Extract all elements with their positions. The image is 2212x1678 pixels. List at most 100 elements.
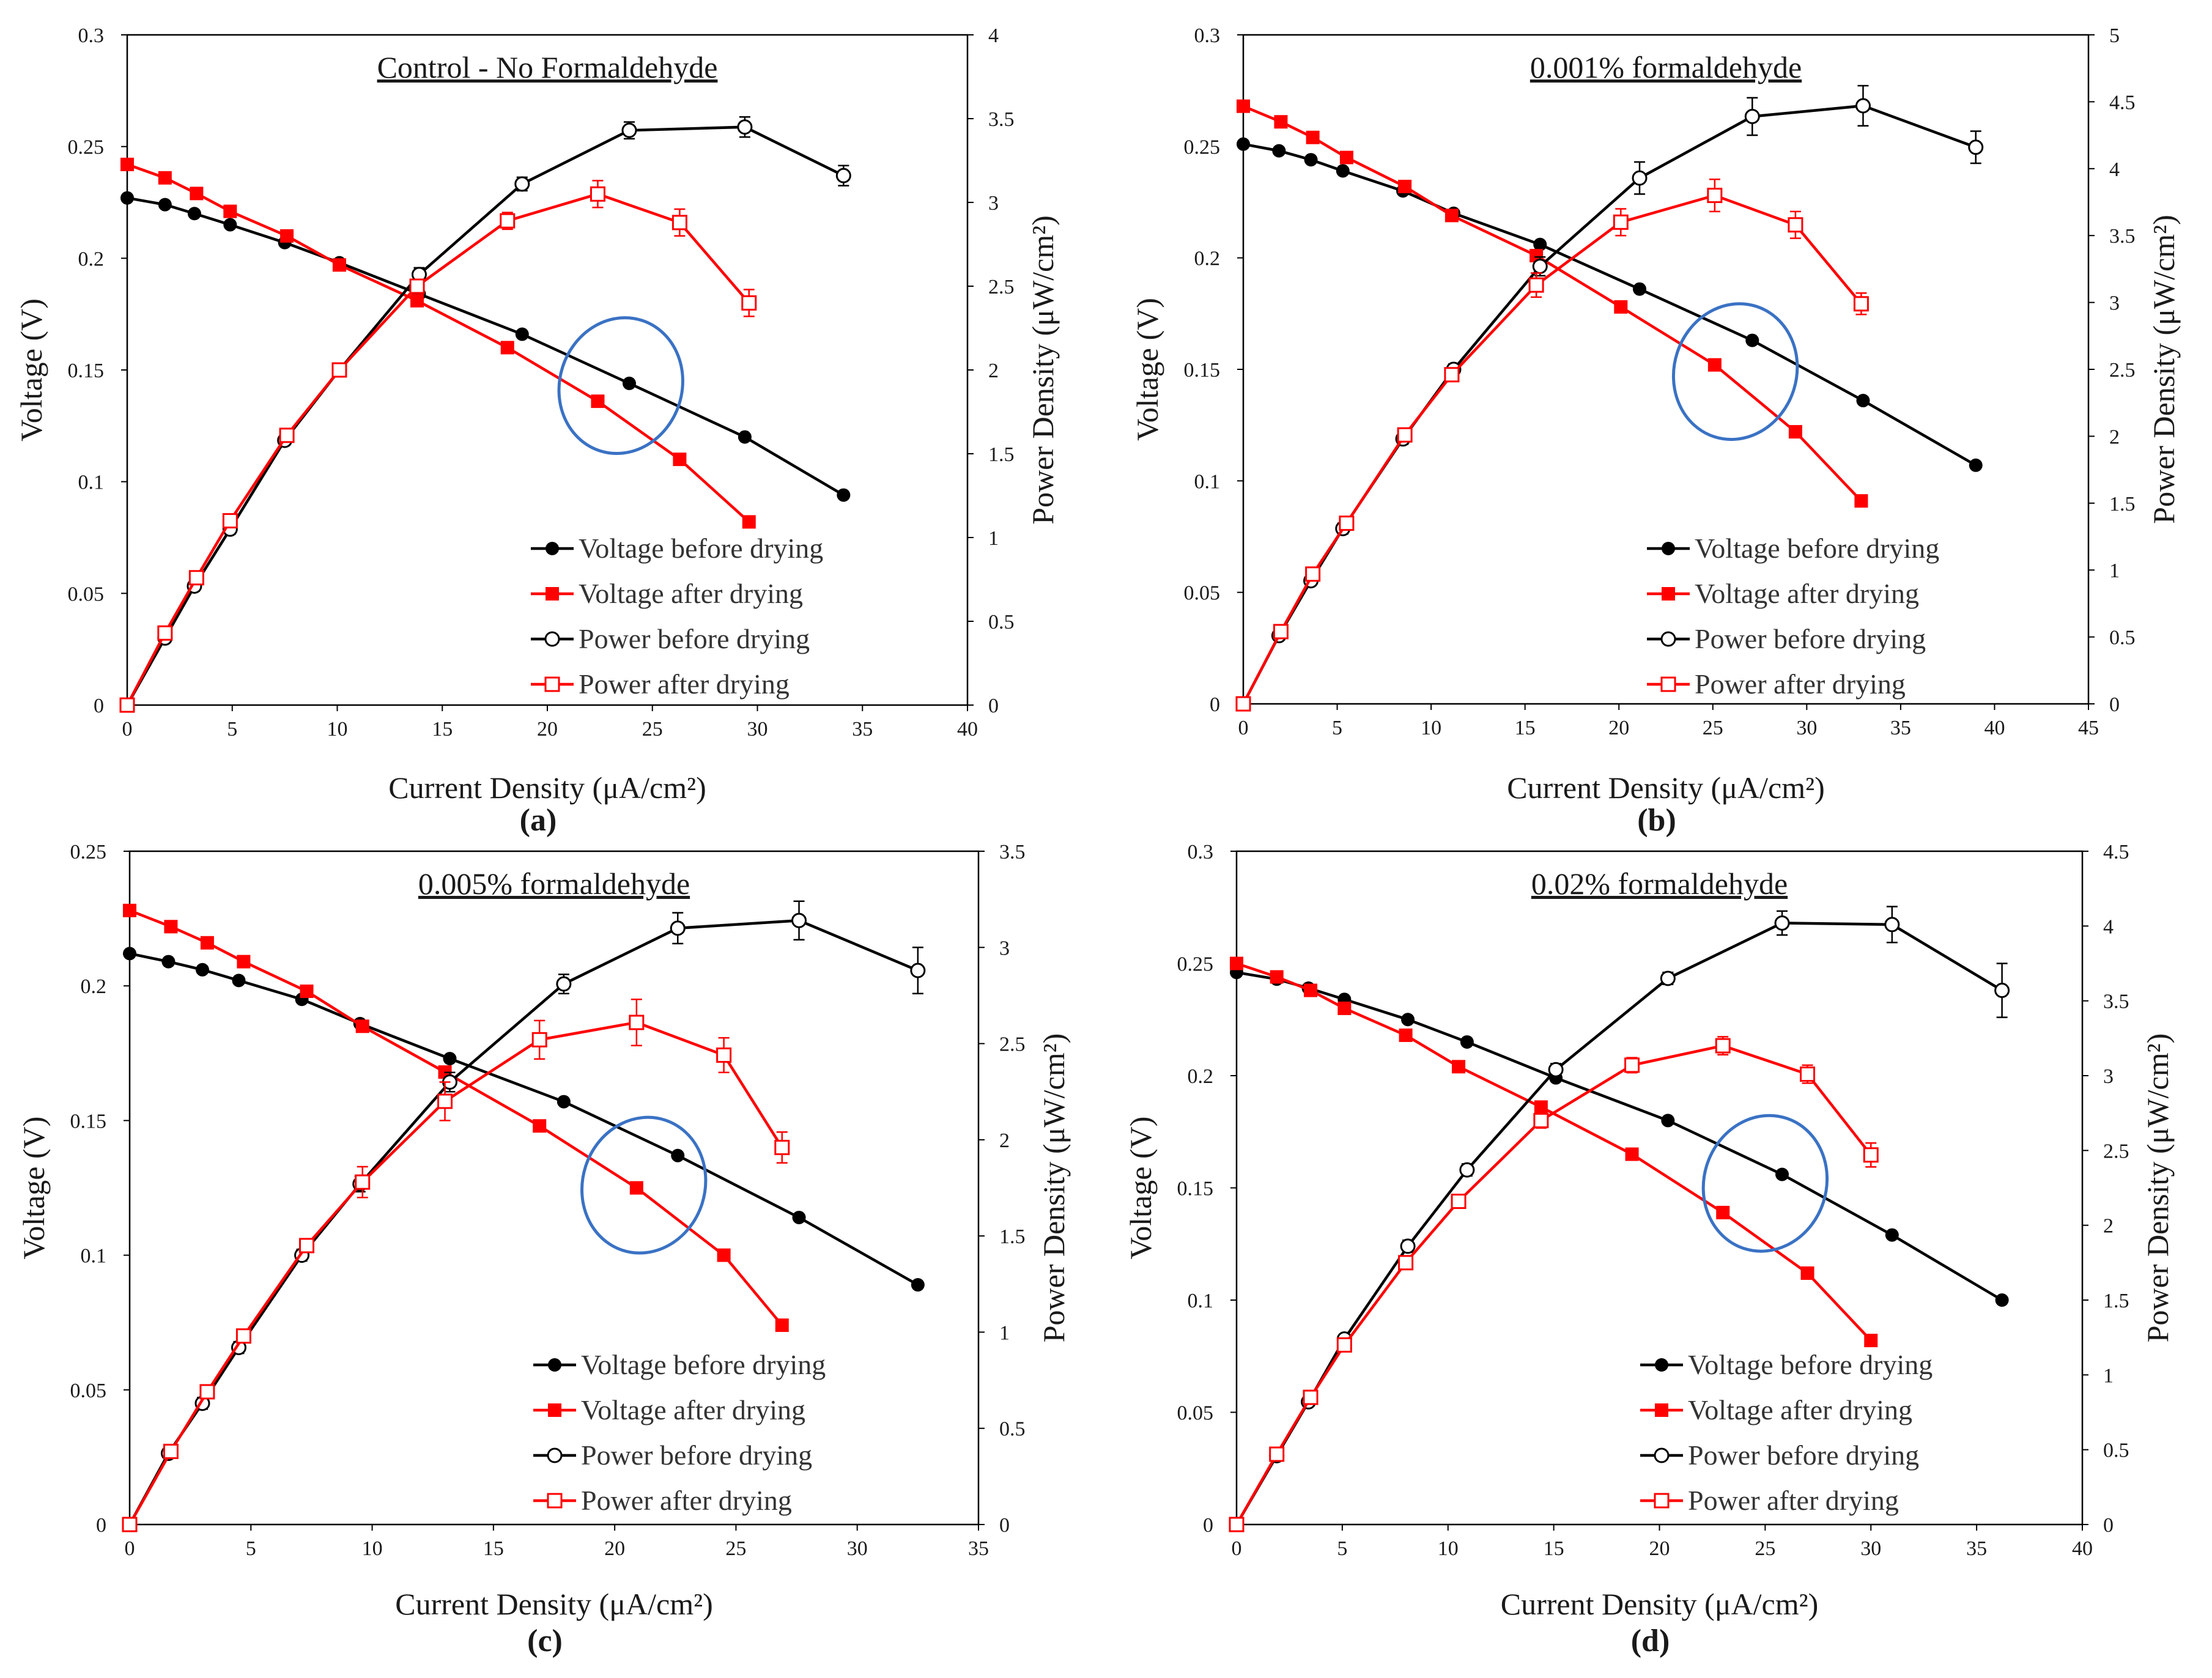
- y-tick-label: 0.05: [68, 583, 105, 605]
- data-point: [1274, 115, 1288, 129]
- legend-label: Power before drying: [1695, 623, 1926, 654]
- x-tick-label: 20: [604, 1537, 625, 1560]
- data-point: [232, 974, 246, 988]
- data-point: [1339, 516, 1355, 531]
- y2-axis-label: Power Density (μW/cm²): [1026, 215, 1060, 525]
- y-tick-label: 0.25: [70, 841, 107, 863]
- legend-item: Voltage before drying: [531, 533, 823, 564]
- y-tick-label: 0.15: [68, 360, 105, 382]
- series-voltage-after-drying: [120, 157, 756, 529]
- data-point: [1273, 624, 1289, 640]
- data-point: [158, 198, 172, 212]
- y2-tick-label: 1: [2109, 560, 2120, 582]
- legend-item: Voltage after drying: [1647, 578, 1919, 609]
- series-line: [1236, 970, 2003, 1301]
- data-point: [500, 341, 514, 355]
- data-point: [300, 985, 314, 999]
- y-tick-label: 0.3: [78, 24, 105, 47]
- y-tick-label: 0.15: [1177, 1178, 1214, 1200]
- legend-marker: [548, 1358, 561, 1372]
- legend-label: Voltage after drying: [1695, 578, 1919, 609]
- y2-tick-label: 4: [2109, 158, 2120, 181]
- data-point: [837, 488, 851, 502]
- y-tick-label: 0: [94, 695, 104, 717]
- legend-label: Voltage after drying: [581, 1394, 805, 1425]
- data-point: [123, 903, 136, 917]
- data-point: [531, 1032, 547, 1048]
- chart-title: 0.02% formaldehyde: [1531, 867, 1788, 901]
- data-point: [331, 362, 347, 378]
- data-point: [1270, 970, 1284, 984]
- y2-tick-label: 1.5: [999, 1225, 1026, 1248]
- data-point: [910, 963, 926, 978]
- legend-label: Voltage before drying: [1688, 1349, 1933, 1380]
- data-point: [120, 157, 134, 171]
- y-axis-label: Voltage (V): [14, 298, 48, 442]
- data-point: [1459, 1162, 1475, 1178]
- legend-item: Power after drying: [533, 1485, 792, 1516]
- y2-tick-label: 4: [2103, 915, 2114, 938]
- y2-tick-label: 1: [2103, 1364, 2114, 1387]
- x-tick-label: 30: [847, 1537, 868, 1560]
- data-point: [1400, 1238, 1416, 1254]
- x-tick-label: 0: [125, 1537, 135, 1560]
- y2-axis-label: Power Density (μW/cm²): [1037, 1033, 1071, 1343]
- highlight-ellipse: [580, 1115, 708, 1255]
- data-point: [1305, 566, 1321, 582]
- data-point: [1235, 696, 1251, 712]
- data-point: [1613, 214, 1629, 230]
- legend-item: Voltage before drying: [1640, 1349, 1933, 1380]
- data-point: [1624, 1057, 1640, 1073]
- legend-marker: [1655, 1403, 1668, 1417]
- y2-tick-label: 0: [999, 1514, 1010, 1537]
- x-tick-label: 15: [483, 1537, 504, 1560]
- data-point: [1230, 956, 1243, 970]
- plot-frame: [1235, 850, 2084, 1526]
- data-point: [1304, 153, 1318, 167]
- legend-label: Power after drying: [581, 1485, 792, 1516]
- data-point: [1884, 917, 1900, 933]
- panel-c: 0 5 10 15 20 25 30 35 0 0.05 0.1 0.15 0.2 0.25 0 0.5 1 1.…: [17, 841, 1071, 1658]
- legend-item: Voltage after drying: [533, 1394, 805, 1425]
- series-voltage-before-drying: [123, 947, 925, 1292]
- x-tick-label: 0: [1232, 1537, 1242, 1560]
- data-point: [443, 1052, 457, 1066]
- legend-marker: [1662, 587, 1675, 601]
- x-tick-label: 30: [1796, 717, 1817, 739]
- y2-tick-label: 0: [2103, 1514, 2114, 1537]
- x-tick-label: 5: [1332, 717, 1342, 739]
- data-point: [1707, 188, 1723, 204]
- legend-marker: [548, 1403, 561, 1417]
- data-point: [237, 955, 251, 969]
- y-tick-label: 0.1: [81, 1245, 107, 1268]
- data-point: [1788, 217, 1803, 233]
- y-tick-label: 0.15: [70, 1110, 107, 1133]
- y2-tick-label: 1: [988, 527, 999, 550]
- y2-tick-label: 2.5: [2109, 359, 2136, 382]
- x-tick-label: 15: [432, 718, 453, 741]
- data-point: [223, 218, 237, 232]
- data-point: [774, 1139, 790, 1155]
- series-line: [129, 909, 783, 1326]
- chart-title: Control - No Formaldehyde: [377, 50, 718, 84]
- y-tick-label: 0.05: [1177, 1402, 1214, 1425]
- data-point: [717, 1248, 731, 1262]
- x-tick-label: 40: [1984, 717, 2005, 739]
- panel-b: 0 5 10 15 20 25 30 35 40 4500.050.10.150.20.250.3…: [1130, 24, 2181, 838]
- y2-tick-label: 3.5: [999, 841, 1026, 863]
- x-tick-label: 45: [2078, 717, 2099, 739]
- data-point: [1863, 1147, 1879, 1163]
- y-tick-label: 0: [1210, 693, 1220, 716]
- legend-item: Power after drying: [1647, 668, 1906, 700]
- data-point: [332, 258, 346, 272]
- data-point: [1707, 358, 1722, 372]
- legend-marker: [1660, 631, 1676, 647]
- y2-tick-label: 2.5: [999, 1033, 1026, 1056]
- data-point: [1788, 425, 1802, 439]
- data-point: [1716, 1205, 1730, 1219]
- data-point: [1853, 296, 1869, 312]
- y2-tick-label: 0.5: [2109, 627, 2136, 649]
- panel-a: 0 5 10 15 20 25 30 35 40 0 0.05 0.1 0.15 0.2 0.25 0.3 0 0…: [14, 24, 1060, 838]
- data-point: [123, 947, 136, 961]
